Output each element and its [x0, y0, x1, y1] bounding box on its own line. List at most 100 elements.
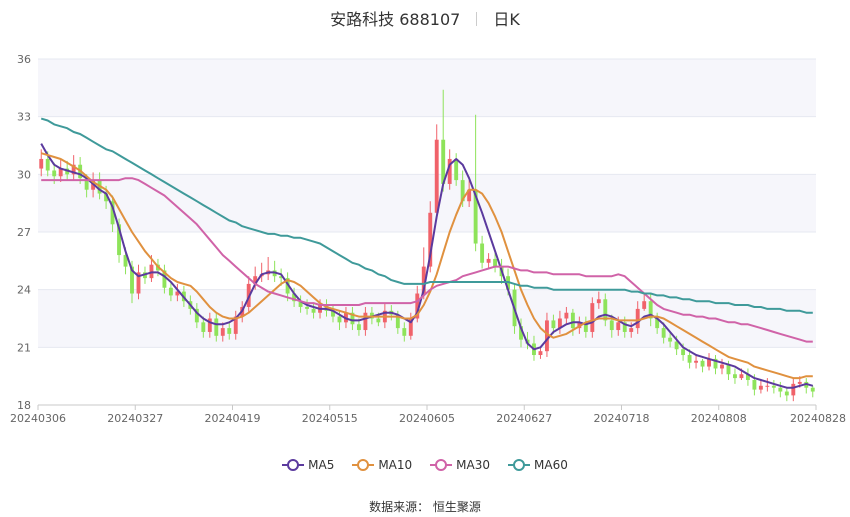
candle-body — [596, 299, 601, 304]
stock-name-code: 安路科技 688107 — [330, 10, 461, 29]
candle-body — [233, 316, 238, 334]
candle-body — [175, 291, 180, 296]
legend-label: MA5 — [308, 458, 335, 472]
candle-body — [201, 322, 206, 332]
candle-body — [720, 364, 724, 369]
legend-label: MA60 — [534, 458, 568, 472]
candle-body — [622, 322, 627, 332]
legend-label: MA30 — [456, 458, 491, 472]
chart-title: 安路科技 688107 日K — [0, 6, 850, 30]
candle-body — [376, 318, 381, 323]
candle-body — [538, 351, 543, 356]
candle-body — [791, 383, 796, 396]
x-tick-label: 20240828 — [790, 412, 846, 425]
candle-body — [629, 328, 634, 332]
legend-marker-icon — [430, 459, 453, 471]
candle-body — [110, 201, 115, 225]
source-label: 数据来源： — [369, 500, 430, 514]
x-tick-label: 20240718 — [594, 412, 650, 425]
candle-body — [694, 360, 699, 363]
candle-body — [707, 358, 711, 367]
candle-body — [279, 276, 284, 279]
legend-item-ma60[interactable]: MA60 — [508, 458, 568, 472]
candle-body — [162, 270, 167, 288]
candle-body — [168, 287, 173, 296]
candle-body — [467, 189, 472, 202]
legend-item-ma5[interactable]: MA5 — [282, 458, 334, 472]
candle-body — [564, 312, 569, 319]
candle-body — [519, 326, 523, 340]
candle-body — [603, 299, 608, 321]
legend-item-ma30[interactable]: MA30 — [430, 458, 490, 472]
candle-body — [402, 328, 407, 336]
candle-body — [454, 158, 459, 181]
candle-body — [590, 303, 595, 332]
x-tick-label: 20240306 — [10, 412, 66, 425]
candle-body — [71, 164, 76, 175]
candle-body — [104, 193, 109, 202]
candle-body — [797, 381, 802, 384]
candle-body — [544, 320, 549, 352]
candle-body — [570, 312, 575, 329]
legend-marker-icon — [282, 459, 305, 471]
candle-body — [395, 314, 400, 329]
candle-body — [356, 324, 361, 331]
candle-body — [305, 306, 310, 309]
legend-item-ma10[interactable]: MA10 — [352, 458, 412, 472]
candle-body — [778, 387, 783, 392]
candle-body — [771, 385, 776, 388]
candle-body — [758, 385, 763, 390]
y-tick-label: 27 — [17, 226, 31, 239]
candle-body — [642, 301, 647, 309]
period-label: 日K — [493, 10, 520, 29]
y-tick-label: 33 — [17, 111, 31, 124]
candle-body — [648, 301, 653, 319]
ma30-line — [41, 177, 813, 343]
candle-body — [136, 272, 141, 294]
candle-body — [123, 255, 128, 267]
candle-body — [130, 266, 134, 294]
grid-lines — [38, 58, 816, 406]
candle-body — [117, 224, 121, 256]
candle-body — [739, 374, 744, 379]
plot-band — [38, 59, 816, 117]
legend-marker-icon — [508, 459, 531, 471]
candle-body — [583, 322, 588, 332]
ma5-line — [40, 143, 814, 389]
candle-body — [292, 293, 297, 302]
candle-body — [609, 320, 614, 331]
candle-body — [551, 320, 556, 329]
candle-body — [480, 243, 485, 263]
candle-body — [681, 349, 686, 356]
candle-body — [408, 318, 413, 336]
y-tick-label: 30 — [17, 168, 31, 181]
source-name: 恒生聚源 — [432, 500, 481, 514]
candle-body — [428, 212, 433, 267]
plot-background — [38, 59, 816, 348]
candle-body — [52, 170, 57, 177]
x-tick-label: 20240327 — [107, 412, 163, 425]
candle-body — [765, 385, 770, 387]
candle-body — [285, 278, 290, 294]
x-tick-label: 20240627 — [496, 412, 552, 425]
candle-body — [253, 276, 258, 284]
ma10-line — [40, 152, 813, 380]
candle-body — [784, 391, 789, 396]
candle-body — [668, 337, 673, 342]
candle-body — [661, 328, 666, 338]
candle-body — [194, 308, 199, 323]
legend-marker-icon — [352, 459, 375, 471]
y-tick-label: 21 — [17, 341, 31, 354]
candle-body — [752, 380, 757, 390]
candle-body — [214, 318, 219, 336]
y-tick-label: 36 — [17, 53, 31, 66]
candle-body — [207, 318, 212, 332]
candle-body — [421, 266, 426, 294]
candle-body — [331, 310, 335, 317]
candle-body — [713, 358, 718, 369]
candle-body — [441, 139, 446, 184]
candle-body — [447, 158, 452, 184]
moving-average-lines — [40, 117, 814, 389]
legend: MA5 MA10 MA30 MA60 — [0, 458, 850, 472]
